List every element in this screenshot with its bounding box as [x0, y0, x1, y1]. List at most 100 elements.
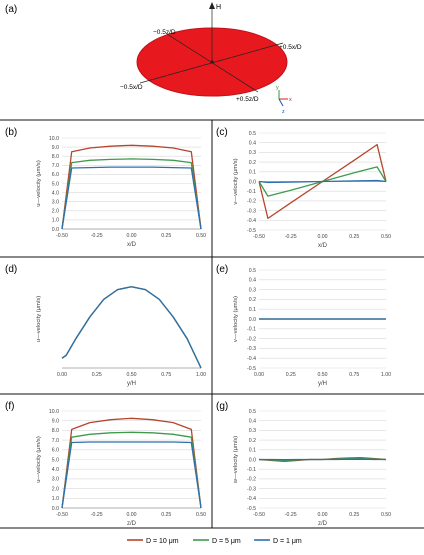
panel-a: (a) H −0.5z/D +0.5x/D −0.5x/D +0.5z/D y …: [5, 2, 302, 115]
panel-label-e: (e): [216, 264, 228, 275]
y-tick-label: -0.5: [247, 506, 256, 512]
x-axis-title: x/D: [127, 242, 137, 248]
y-axis-title: v—velocity (μm/s): [233, 158, 239, 204]
x-tick-label: 0.50: [317, 372, 327, 378]
y-tick-label: 3.0: [52, 477, 59, 483]
panel-label-f: (f): [5, 401, 14, 412]
x-tick-label: -0.25: [285, 512, 297, 518]
y-tick-label: 8.0: [52, 154, 59, 160]
x-tick-label: 0.25: [349, 512, 359, 518]
y-tick-label: 0.2: [249, 160, 256, 166]
x-tick-label: 0.00: [126, 512, 136, 518]
y-tick-label: 0.2: [249, 297, 256, 303]
y-tick-label: 0.0: [249, 317, 256, 323]
x-tick-label: 0.00: [317, 512, 327, 518]
y-tick-label: -0.2: [247, 477, 256, 483]
panel-label-c: (c): [216, 127, 228, 138]
chart-f: 0.0 1.0 2.0 3.0 4.0 5.0 6.0 7.0 8.0 9.0 10.0 -0.50 -…: [36, 409, 206, 527]
panel-dividers: [0, 119, 424, 529]
chart-g: -0.5 -0.4 -0.3 -0.2 -0.1 0.0 0.1 0.2 0.3 0.4 0.5 -0…: [233, 409, 391, 527]
label-plus-z: +0.5z/D: [236, 96, 259, 103]
y-tick-label: -0.4: [247, 496, 256, 502]
x-axis-title: z/D: [127, 521, 137, 527]
y-tick-label: 2.0: [52, 209, 59, 215]
y-tick-label: 8.0: [52, 428, 59, 434]
y-tick-label: -0.1: [247, 327, 256, 333]
y-tick-label: 0.3: [249, 287, 256, 293]
y-tick-label: 9.0: [52, 145, 59, 151]
x-tick-label: 0.00: [126, 233, 136, 239]
chart-e: -0.5 -0.4 -0.3 -0.2 -0.1 0.0 0.1 0.2 0.3 0.4 0.5 0.…: [233, 268, 391, 387]
y-tick-label: 0.1: [249, 448, 256, 454]
x-tick-label: 0.75: [161, 372, 171, 378]
y-tick-label: 0.0: [52, 506, 59, 512]
panel-b: (b) 0.0 1.0 2.0 3.0 4.0 5.0 6.0 7.0 8.0 9.0 10.0 -0…: [5, 127, 206, 248]
x-tick-label: -0.25: [91, 233, 103, 239]
y-tick-label: 5.0: [52, 457, 59, 463]
legend: D = 10 μm D = 5 μm D = 1 μm: [127, 538, 302, 545]
y-tick-label: 1.0: [52, 496, 59, 502]
y-axis-title: v—velocity (μm/s): [233, 296, 239, 342]
y-tick-label: -0.3: [247, 346, 256, 352]
panel-g: (g) -0.5 -0.4 -0.3 -0.2 -0.1 0.0 0.1 0.2 0.3 0.4 0…: [216, 401, 391, 527]
x-axis-title: y/H: [318, 381, 327, 387]
y-tick-label: 2.0: [52, 486, 59, 492]
x-axis-title: y/H: [127, 381, 136, 387]
y-tick-label: 7.0: [52, 163, 59, 169]
triad-label-y: y: [276, 85, 279, 91]
series-line-d-5-m: [61, 158, 202, 230]
y-tick-label: -0.1: [247, 189, 256, 195]
x-tick-label: -0.50: [253, 234, 265, 240]
y-tick-label: -0.5: [247, 366, 256, 372]
x-tick-label: 0.25: [161, 233, 171, 239]
series-line-d-1-m: [258, 179, 387, 184]
y-axis-title: u—velocity (μm/s): [36, 436, 42, 483]
y-tick-label: 3.0: [52, 200, 59, 206]
y-tick-label: 10.0: [49, 136, 59, 142]
y-tick-label: 0.1: [249, 307, 256, 313]
panel-e: (e) -0.5 -0.4 -0.3 -0.2 -0.1 0.0 0.1 0.2 0.3 0.4 0…: [216, 264, 391, 387]
x-tick-label: 0.00: [317, 234, 327, 240]
x-axis-title: z/D: [318, 521, 328, 527]
x-tick-label: 0.25: [349, 234, 359, 240]
chart-d: 0.00 0.25 0.50 0.75 1.00 y/H u—velocity (μm/s): [36, 286, 206, 387]
panel-d: (d) 0.00 0.25 0.50 0.75 1.00 y/H u—velocity (μ…: [5, 264, 206, 387]
y-tick-label: -0.3: [247, 208, 256, 214]
y-tick-label: 0.4: [249, 278, 256, 284]
y-tick-label: 10.0: [49, 409, 59, 415]
chart-b: 0.0 1.0 2.0 3.0 4.0 5.0 6.0 7.0 8.0 9.0 10.0 -0.50 -…: [36, 136, 206, 248]
triad-label-z: z: [282, 109, 285, 115]
x-tick-label: 0.50: [381, 234, 391, 240]
panel-c: (c) -0.5 -0.4 -0.3 -0.2 -0.1 0.0 0.1 0.2 0.3 0.4 0…: [216, 127, 391, 249]
series-line-d-1-m: [61, 286, 202, 369]
x-tick-label: 0.50: [381, 512, 391, 518]
y-tick-label: 0.5: [249, 409, 256, 415]
panel-label-b: (b): [5, 127, 17, 138]
coordinate-triad: y x z: [276, 85, 292, 115]
x-tick-label: 1.00: [381, 372, 391, 378]
axis-label-h: H: [216, 4, 221, 11]
y-axis-title: u—velocity (μm/s): [36, 160, 42, 207]
y-axis-title: w—velocity (μm/s): [233, 436, 239, 485]
y-tick-label: 0.4: [249, 419, 256, 425]
triad-label-x: x: [289, 97, 292, 103]
x-tick-label: 0.50: [196, 512, 206, 518]
chart-c: -0.5 -0.4 -0.3 -0.2 -0.1 0.0 0.1 0.2 0.3 0.4 0.5 -0…: [233, 131, 391, 249]
panel-label-g: (g): [216, 401, 228, 412]
y-tick-label: 0.5: [249, 268, 256, 274]
legend-label-d10: D = 10 μm: [146, 538, 179, 545]
x-tick-label: -0.25: [285, 234, 297, 240]
y-tick-label: -0.5: [247, 228, 256, 234]
triad-z-axis: [278, 98, 284, 107]
x-tick-label: -0.50: [56, 233, 68, 239]
legend-label-d5: D = 5 μm: [212, 538, 241, 545]
y-tick-label: 0.0: [249, 179, 256, 185]
series-line-d-10-m: [61, 144, 202, 230]
series-line-d-10-m: [61, 417, 202, 509]
series-line-d-1-m: [61, 166, 202, 230]
y-axis-title: u—velocity (μm/s): [36, 296, 42, 343]
legend-label-d1: D = 1 μm: [273, 538, 302, 545]
y-tick-label: 4.0: [52, 467, 59, 473]
